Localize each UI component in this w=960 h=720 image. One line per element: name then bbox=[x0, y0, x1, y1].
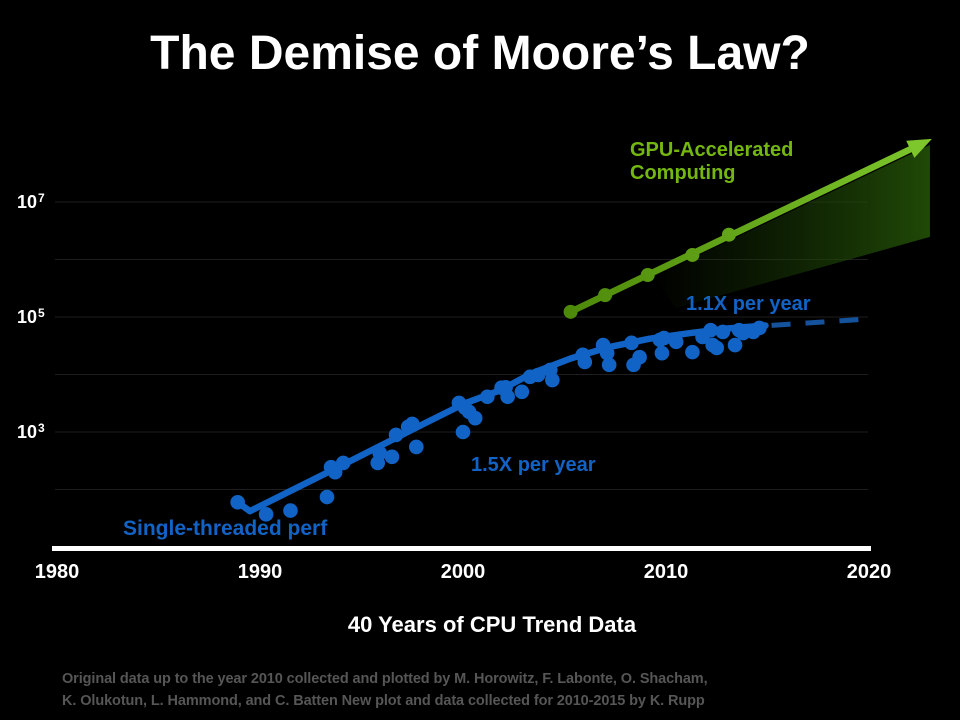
attribution-line-1: Original data up to the year 2010 collec… bbox=[62, 671, 708, 687]
y-axis-label: 107 bbox=[17, 191, 45, 212]
cpu-data-point bbox=[335, 455, 351, 471]
gpu-glow-shadow bbox=[653, 144, 930, 309]
rate-1-1x-label: 1.1X per year bbox=[686, 293, 811, 315]
cpu-data-point bbox=[703, 322, 718, 338]
cpu-data-point bbox=[500, 389, 515, 405]
attribution-line-2: K. Olukotun, L. Hammond, and C. Batten N… bbox=[62, 693, 705, 709]
gpu-data-point bbox=[598, 288, 613, 303]
cpu-data-point bbox=[530, 367, 546, 383]
x-axis-tick-label: 2010 bbox=[643, 561, 689, 583]
cpu-data-point bbox=[668, 334, 684, 350]
cpu-data-point bbox=[632, 349, 647, 365]
x-axis-tick-label: 1990 bbox=[237, 561, 283, 583]
gpu-arrowhead bbox=[906, 138, 932, 158]
cpu-data-point bbox=[467, 410, 483, 426]
cpu-data-point bbox=[624, 335, 639, 351]
cpu-data-point bbox=[715, 324, 731, 340]
cpu-data-point bbox=[656, 330, 672, 346]
rate-1-5x-label: 1.5X per year bbox=[471, 454, 596, 476]
gpu-data-point bbox=[563, 304, 578, 319]
single-threaded-perf-label: Single-threaded perf bbox=[123, 517, 328, 540]
cpu-data-point bbox=[709, 340, 725, 356]
gpu-data-point bbox=[721, 227, 736, 242]
cpu-data-point bbox=[283, 503, 298, 518]
x-axis-tick-label: 2000 bbox=[440, 561, 486, 583]
cpu-data-point bbox=[372, 445, 388, 461]
x-axis-line bbox=[52, 546, 871, 551]
cpu-data-point bbox=[514, 384, 530, 400]
x-axis-title: 40 Years of CPU Trend Data bbox=[347, 612, 637, 637]
y-axis-label: 103 bbox=[17, 421, 45, 442]
attribution-text: Original data up to the year 2010 collec… bbox=[62, 668, 708, 712]
gpu-trend-line bbox=[567, 142, 921, 316]
cpu-data-point bbox=[545, 372, 560, 388]
cpu-data-point bbox=[319, 489, 335, 505]
cpu-data-point bbox=[384, 449, 400, 465]
cpu-data-point bbox=[601, 357, 617, 373]
slide-title: The Demise of Moore’s Law? bbox=[150, 27, 810, 80]
cpu-data-point bbox=[599, 345, 615, 361]
cpu-data-point bbox=[455, 424, 471, 440]
gpu-accelerated-label: GPU-Accelerated Computing bbox=[630, 139, 794, 184]
cpu-data-point bbox=[404, 416, 420, 432]
gpu-data-point bbox=[685, 247, 700, 262]
cpu-data-point bbox=[727, 337, 743, 353]
cpu-data-point bbox=[685, 344, 700, 360]
cpu-data-point bbox=[258, 507, 274, 522]
cpu-data-point bbox=[654, 345, 670, 361]
cpu-data-point bbox=[388, 427, 404, 443]
x-axis-tick-label: 2020 bbox=[846, 561, 892, 583]
cpu-data-point bbox=[752, 320, 767, 336]
gpu-data-point bbox=[640, 268, 655, 283]
cpu-data-point bbox=[409, 439, 424, 455]
cpu-trend-projection bbox=[771, 316, 870, 328]
y-axis-label: 105 bbox=[17, 306, 45, 327]
cpu-data-point bbox=[230, 494, 245, 510]
x-axis-tick-label: 1980 bbox=[34, 561, 80, 583]
cpu-data-point bbox=[577, 354, 593, 370]
cpu-data-point bbox=[480, 389, 495, 405]
